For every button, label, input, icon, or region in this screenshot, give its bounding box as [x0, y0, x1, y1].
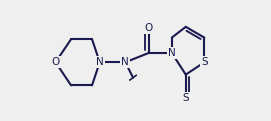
- Text: S: S: [201, 57, 208, 67]
- Text: O: O: [51, 57, 60, 67]
- Text: S: S: [182, 93, 189, 103]
- Text: N: N: [168, 48, 176, 58]
- Text: O: O: [144, 23, 153, 33]
- Text: N: N: [96, 57, 104, 67]
- Text: N: N: [121, 57, 129, 67]
